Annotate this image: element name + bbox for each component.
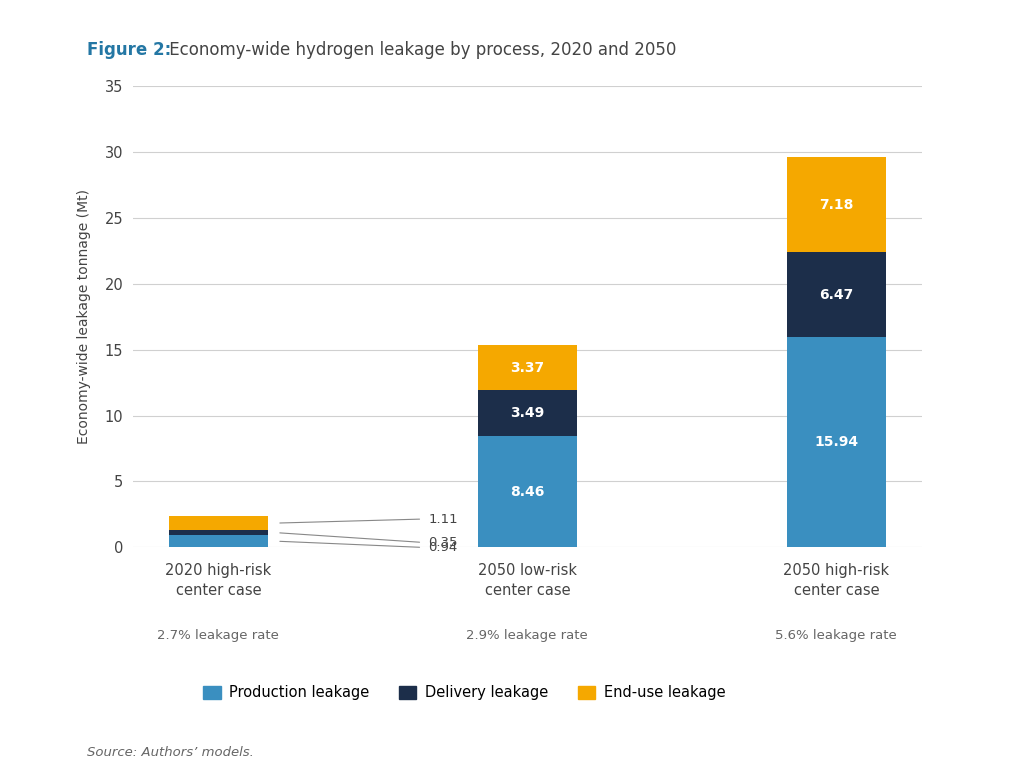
Text: 2.7% leakage rate: 2.7% leakage rate	[158, 630, 280, 642]
Text: 3.37: 3.37	[510, 361, 545, 375]
Bar	[786, 157, 886, 252]
Text: 0.94: 0.94	[428, 541, 458, 554]
Bar	[786, 337, 886, 547]
Bar	[169, 516, 268, 530]
Bar	[478, 436, 577, 547]
Text: Source: Authors’ models.: Source: Authors’ models.	[87, 745, 254, 759]
Bar	[478, 390, 577, 436]
Text: 3.49: 3.49	[510, 406, 545, 420]
Text: 15.94: 15.94	[814, 436, 858, 450]
Y-axis label: Economy-wide leakage tonnage (Mt): Economy-wide leakage tonnage (Mt)	[77, 189, 91, 444]
Bar	[169, 530, 268, 535]
Text: 8.46: 8.46	[510, 485, 545, 499]
Text: 7.18: 7.18	[819, 198, 854, 212]
Text: 1.11: 1.11	[428, 512, 458, 526]
Text: 2.9% leakage rate: 2.9% leakage rate	[467, 630, 588, 642]
Bar	[478, 346, 577, 390]
Text: Economy-wide hydrogen leakage by process, 2020 and 2050: Economy-wide hydrogen leakage by process…	[164, 41, 676, 59]
Bar	[786, 252, 886, 337]
Text: 6.47: 6.47	[819, 288, 853, 302]
Text: 5.6% leakage rate: 5.6% leakage rate	[775, 630, 897, 642]
Text: Figure 2:: Figure 2:	[87, 41, 171, 59]
Legend: Production leakage, Delivery leakage, End-use leakage: Production leakage, Delivery leakage, En…	[198, 680, 731, 706]
Bar	[169, 535, 268, 547]
Text: 0.35: 0.35	[428, 536, 458, 549]
